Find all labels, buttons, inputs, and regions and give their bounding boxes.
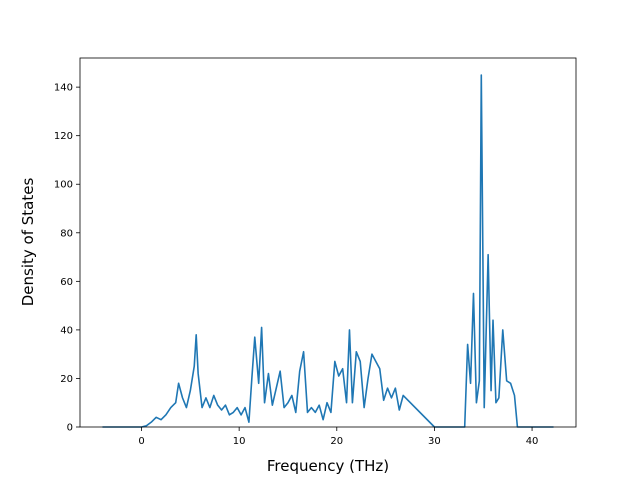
y-tick-label: 0	[67, 423, 73, 434]
x-tick-label: 0	[138, 436, 144, 447]
x-axis-ticks: 0 10 20 30 40	[138, 427, 538, 447]
x-axis-label: Frequency (THz)	[267, 457, 389, 475]
axes-frame	[79, 57, 577, 428]
y-tick-label: 140	[54, 83, 73, 94]
x-tick-label: 20	[330, 436, 343, 447]
plot-area	[102, 74, 554, 428]
y-tick-label: 20	[60, 374, 73, 385]
dos-series-line	[102, 74, 554, 428]
y-tick-label: 100	[54, 180, 73, 191]
x-tick-label: 30	[428, 436, 441, 447]
y-axis-label: Density of States	[19, 178, 37, 307]
y-tick-label: 40	[60, 325, 73, 336]
y-tick-label: 80	[60, 228, 73, 239]
y-tick-label: 120	[54, 131, 73, 142]
x-tick-label: 40	[526, 436, 539, 447]
y-axis-ticks: 0 20 40 60 80 100 120 140	[54, 83, 80, 434]
x-tick-label: 10	[233, 436, 246, 447]
y-tick-label: 60	[60, 277, 73, 288]
